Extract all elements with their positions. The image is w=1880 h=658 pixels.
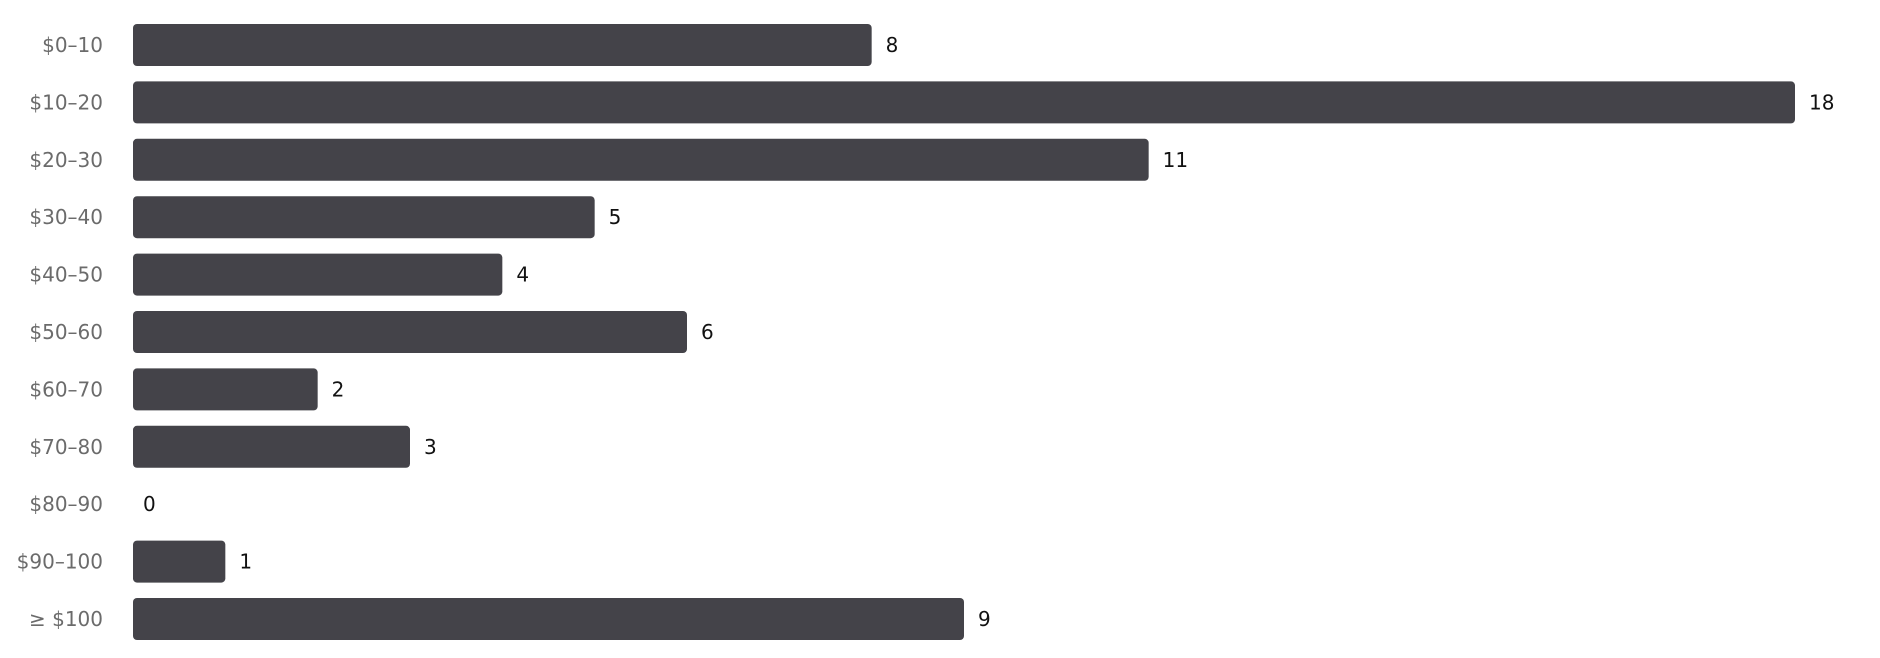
bar [133,138,1149,181]
bar [133,196,595,239]
bar [133,425,410,468]
category-label: $10–20 [29,90,103,114]
category-label: $70–80 [29,435,103,459]
value-label: 1 [239,550,252,574]
bar [133,24,872,66]
bar [133,81,1795,124]
value-label: 9 [978,607,991,631]
bar [133,598,964,640]
value-label: 2 [332,377,345,401]
value-label: 6 [701,320,714,344]
category-label: $40–50 [29,263,103,287]
category-label: $60–70 [29,377,103,401]
bar [133,253,503,296]
category-label: $90–100 [17,550,103,574]
category-label: $50–60 [29,320,103,344]
bar [133,540,226,583]
bar [133,311,687,353]
category-label: $0–10 [42,33,103,57]
category-label: $30–40 [29,205,103,229]
bar [133,368,318,411]
value-label: 3 [424,435,437,459]
value-label: 0 [143,492,156,516]
category-label: $20–30 [29,148,103,172]
category-label: $80–90 [29,492,103,516]
value-label: 4 [516,263,529,287]
category-label: ≥ $100 [29,607,103,631]
value-label: 8 [886,33,899,57]
value-label: 18 [1809,90,1834,114]
value-label: 5 [609,205,622,229]
value-label: 11 [1163,148,1188,172]
